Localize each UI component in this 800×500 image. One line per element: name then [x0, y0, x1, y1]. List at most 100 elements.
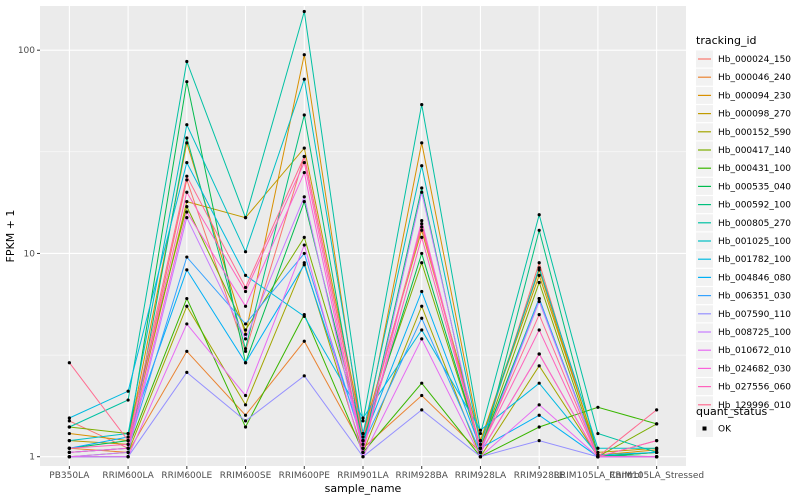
- data-point: [126, 442, 130, 446]
- data-point: [302, 53, 306, 57]
- legend-label: Hb_000592_100: [718, 201, 791, 211]
- data-point: [537, 403, 541, 407]
- data-point: [361, 455, 365, 459]
- data-point: [361, 431, 365, 436]
- data-point: [243, 361, 248, 365]
- data-point: [185, 322, 189, 326]
- data-point: [185, 174, 189, 178]
- data-point: [596, 450, 600, 454]
- data-point: [420, 235, 424, 239]
- data-point: [185, 370, 189, 374]
- legend-label: Hb_000046_240: [718, 73, 791, 83]
- x-tick-label: RRIM105LA_Stressed: [609, 471, 704, 481]
- data-point: [361, 435, 365, 439]
- data-point: [478, 431, 483, 436]
- data-point: [185, 199, 189, 204]
- data-point: [67, 446, 71, 450]
- data-point: [126, 439, 130, 443]
- legend-label: Hb_000805_270: [718, 219, 791, 229]
- legend-label: Hb_000431_100: [718, 164, 791, 174]
- data-point: [420, 186, 424, 190]
- x-tick-label: RRIM928LE: [514, 471, 565, 481]
- y-tick-label: 1: [29, 453, 35, 463]
- data-point: [478, 446, 483, 450]
- data-point: [596, 446, 600, 450]
- data-point: [67, 425, 71, 429]
- legend-label: Hb_001025_100: [718, 237, 791, 247]
- x-tick-label: PB350LA: [49, 471, 90, 481]
- data-point: [537, 313, 541, 317]
- data-point: [302, 263, 306, 267]
- data-point: [243, 347, 248, 351]
- data-point: [67, 455, 71, 459]
- data-point: [478, 455, 483, 459]
- data-point: [67, 450, 71, 454]
- legend-label: Hb_001782_100: [718, 255, 791, 265]
- legend-label: Hb_000417_140: [718, 146, 791, 156]
- data-point: [420, 304, 424, 308]
- legend-label: Hb_000152_590: [718, 128, 791, 138]
- data-point: [537, 280, 541, 285]
- data-point: [537, 352, 541, 356]
- data-point: [243, 322, 248, 326]
- data-point: [537, 266, 541, 270]
- quant-status-key-point: [702, 426, 707, 431]
- data-point: [243, 413, 248, 417]
- legend-label: Hb_129996_010: [718, 401, 791, 411]
- data-point: [185, 268, 189, 272]
- legend-title: tracking_id: [696, 34, 757, 47]
- data-point: [243, 349, 248, 353]
- data-points: [67, 9, 659, 459]
- data-point: [420, 393, 424, 398]
- x-tick-label: RRIM600SE: [220, 471, 272, 481]
- data-point: [185, 178, 189, 182]
- data-point: [185, 349, 189, 353]
- legend-label: Hb_007590_110: [718, 310, 791, 320]
- data-point: [537, 296, 541, 301]
- data-point: [420, 222, 424, 226]
- x-tick-label: RRIM901LA: [337, 471, 389, 481]
- x-tick-label: RRIM105LA_Control: [554, 471, 643, 481]
- data-point: [361, 439, 365, 443]
- data-point: [185, 210, 189, 214]
- legend-label: Hb_004846_080: [718, 273, 791, 283]
- data-point: [302, 113, 306, 117]
- data-point: [420, 328, 424, 332]
- data-point: [302, 170, 306, 175]
- data-point: [420, 190, 424, 194]
- data-point: [537, 439, 541, 443]
- data-point: [185, 216, 189, 220]
- data-point: [655, 455, 659, 459]
- data-point: [243, 419, 248, 423]
- data-point: [361, 446, 365, 450]
- data-point: [302, 339, 306, 343]
- data-point: [126, 431, 130, 436]
- data-point: [361, 419, 365, 423]
- data-point: [243, 216, 248, 220]
- legend-label: Hb_024682_030: [718, 364, 791, 374]
- data-point: [243, 403, 248, 407]
- data-point: [655, 439, 659, 443]
- data-point: [596, 405, 600, 409]
- data-point: [185, 123, 189, 127]
- x-tick-label: RRIM928LA: [455, 471, 507, 481]
- data-point: [185, 304, 189, 308]
- data-point: [185, 205, 189, 209]
- legend-quant-status: quant_status OK: [696, 405, 768, 437]
- data-point: [243, 250, 248, 254]
- y-tick-label: 10: [24, 249, 36, 259]
- data-point: [420, 381, 424, 385]
- legend-label: Hb_010672_010: [718, 346, 791, 356]
- data-point: [478, 428, 483, 432]
- data-point: [537, 381, 541, 385]
- data-point: [243, 304, 248, 308]
- data-point: [67, 416, 71, 420]
- data-point: [302, 199, 306, 204]
- data-point: [185, 141, 189, 145]
- x-axis-title: sample_name: [325, 482, 402, 495]
- data-point: [302, 195, 306, 199]
- data-point: [126, 389, 130, 393]
- legend-label: Hb_027556_060: [718, 383, 791, 393]
- data-point: [243, 425, 248, 429]
